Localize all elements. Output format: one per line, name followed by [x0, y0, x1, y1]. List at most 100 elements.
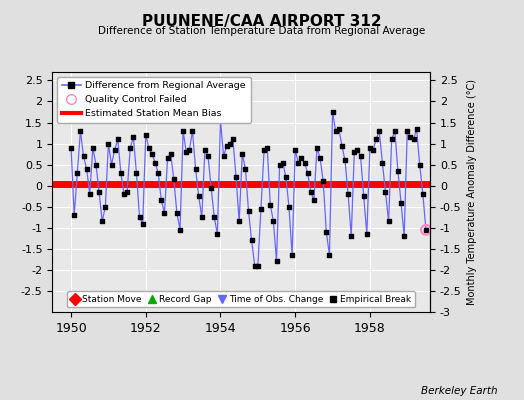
- Point: [120, 191, 128, 197]
- Point: [341, 157, 349, 164]
- Point: [98, 218, 106, 225]
- Point: [279, 159, 287, 166]
- Point: [160, 210, 169, 216]
- Point: [104, 140, 113, 147]
- Point: [347, 233, 355, 240]
- Point: [216, 117, 225, 124]
- Point: [291, 147, 299, 153]
- Point: [353, 147, 362, 153]
- Legend: Station Move, Record Gap, Time of Obs. Change, Empirical Break: Station Move, Record Gap, Time of Obs. C…: [67, 291, 415, 308]
- Point: [229, 136, 237, 142]
- Point: [319, 178, 328, 185]
- Point: [332, 128, 340, 134]
- Point: [117, 170, 125, 176]
- Point: [403, 128, 411, 134]
- Point: [288, 252, 296, 258]
- Point: [297, 155, 305, 162]
- Point: [223, 142, 231, 149]
- Point: [337, 142, 346, 149]
- Point: [73, 170, 82, 176]
- Point: [232, 174, 241, 180]
- Point: [316, 155, 324, 162]
- Point: [385, 218, 393, 225]
- Point: [129, 134, 137, 140]
- Point: [204, 153, 212, 160]
- Point: [132, 170, 140, 176]
- Point: [307, 189, 315, 195]
- Point: [151, 159, 159, 166]
- Point: [397, 199, 405, 206]
- Point: [176, 227, 184, 233]
- Point: [300, 159, 309, 166]
- Point: [285, 204, 293, 210]
- Point: [82, 166, 91, 172]
- Point: [369, 147, 377, 153]
- Point: [111, 147, 119, 153]
- Point: [263, 144, 271, 151]
- Point: [359, 193, 368, 200]
- Point: [247, 237, 256, 244]
- Point: [167, 151, 175, 157]
- Point: [282, 174, 290, 180]
- Point: [145, 144, 153, 151]
- Point: [394, 168, 402, 174]
- Point: [416, 162, 424, 168]
- Point: [310, 197, 318, 204]
- Point: [276, 162, 284, 168]
- Point: [95, 189, 103, 195]
- Point: [406, 134, 414, 140]
- Point: [101, 204, 110, 210]
- Point: [303, 170, 312, 176]
- Point: [400, 233, 408, 240]
- Point: [107, 162, 116, 168]
- Point: [148, 151, 156, 157]
- Point: [191, 166, 200, 172]
- Point: [409, 136, 418, 142]
- Point: [412, 126, 421, 132]
- Point: [322, 229, 331, 235]
- Point: [138, 220, 147, 227]
- Point: [67, 144, 75, 151]
- Point: [356, 153, 365, 160]
- Point: [344, 191, 352, 197]
- Point: [313, 144, 321, 151]
- Point: [201, 147, 209, 153]
- Point: [198, 214, 206, 220]
- Point: [70, 212, 79, 218]
- Point: [188, 128, 196, 134]
- Point: [170, 176, 178, 182]
- Point: [220, 153, 228, 160]
- Point: [260, 147, 268, 153]
- Point: [378, 159, 387, 166]
- Point: [294, 159, 302, 166]
- Point: [366, 144, 374, 151]
- Point: [135, 214, 144, 220]
- Point: [241, 166, 249, 172]
- Point: [419, 191, 427, 197]
- Point: [269, 218, 278, 225]
- Point: [250, 262, 259, 269]
- Point: [123, 189, 132, 195]
- Point: [244, 208, 253, 214]
- Y-axis label: Monthly Temperature Anomaly Difference (°C): Monthly Temperature Anomaly Difference (…: [467, 79, 477, 305]
- Point: [157, 197, 166, 204]
- Point: [213, 231, 222, 237]
- Point: [210, 214, 219, 220]
- Point: [207, 184, 215, 191]
- Point: [272, 258, 281, 265]
- Point: [179, 128, 188, 134]
- Point: [238, 151, 246, 157]
- Point: [350, 149, 358, 155]
- Text: PUUNENE/CAA AIRPORT 312: PUUNENE/CAA AIRPORT 312: [142, 14, 382, 29]
- Point: [126, 144, 134, 151]
- Point: [185, 147, 193, 153]
- Point: [89, 144, 97, 151]
- Point: [163, 155, 172, 162]
- Point: [422, 227, 430, 233]
- Point: [390, 128, 399, 134]
- Point: [375, 128, 384, 134]
- Point: [257, 206, 265, 212]
- Point: [79, 153, 88, 160]
- Point: [254, 262, 262, 269]
- Point: [335, 126, 343, 132]
